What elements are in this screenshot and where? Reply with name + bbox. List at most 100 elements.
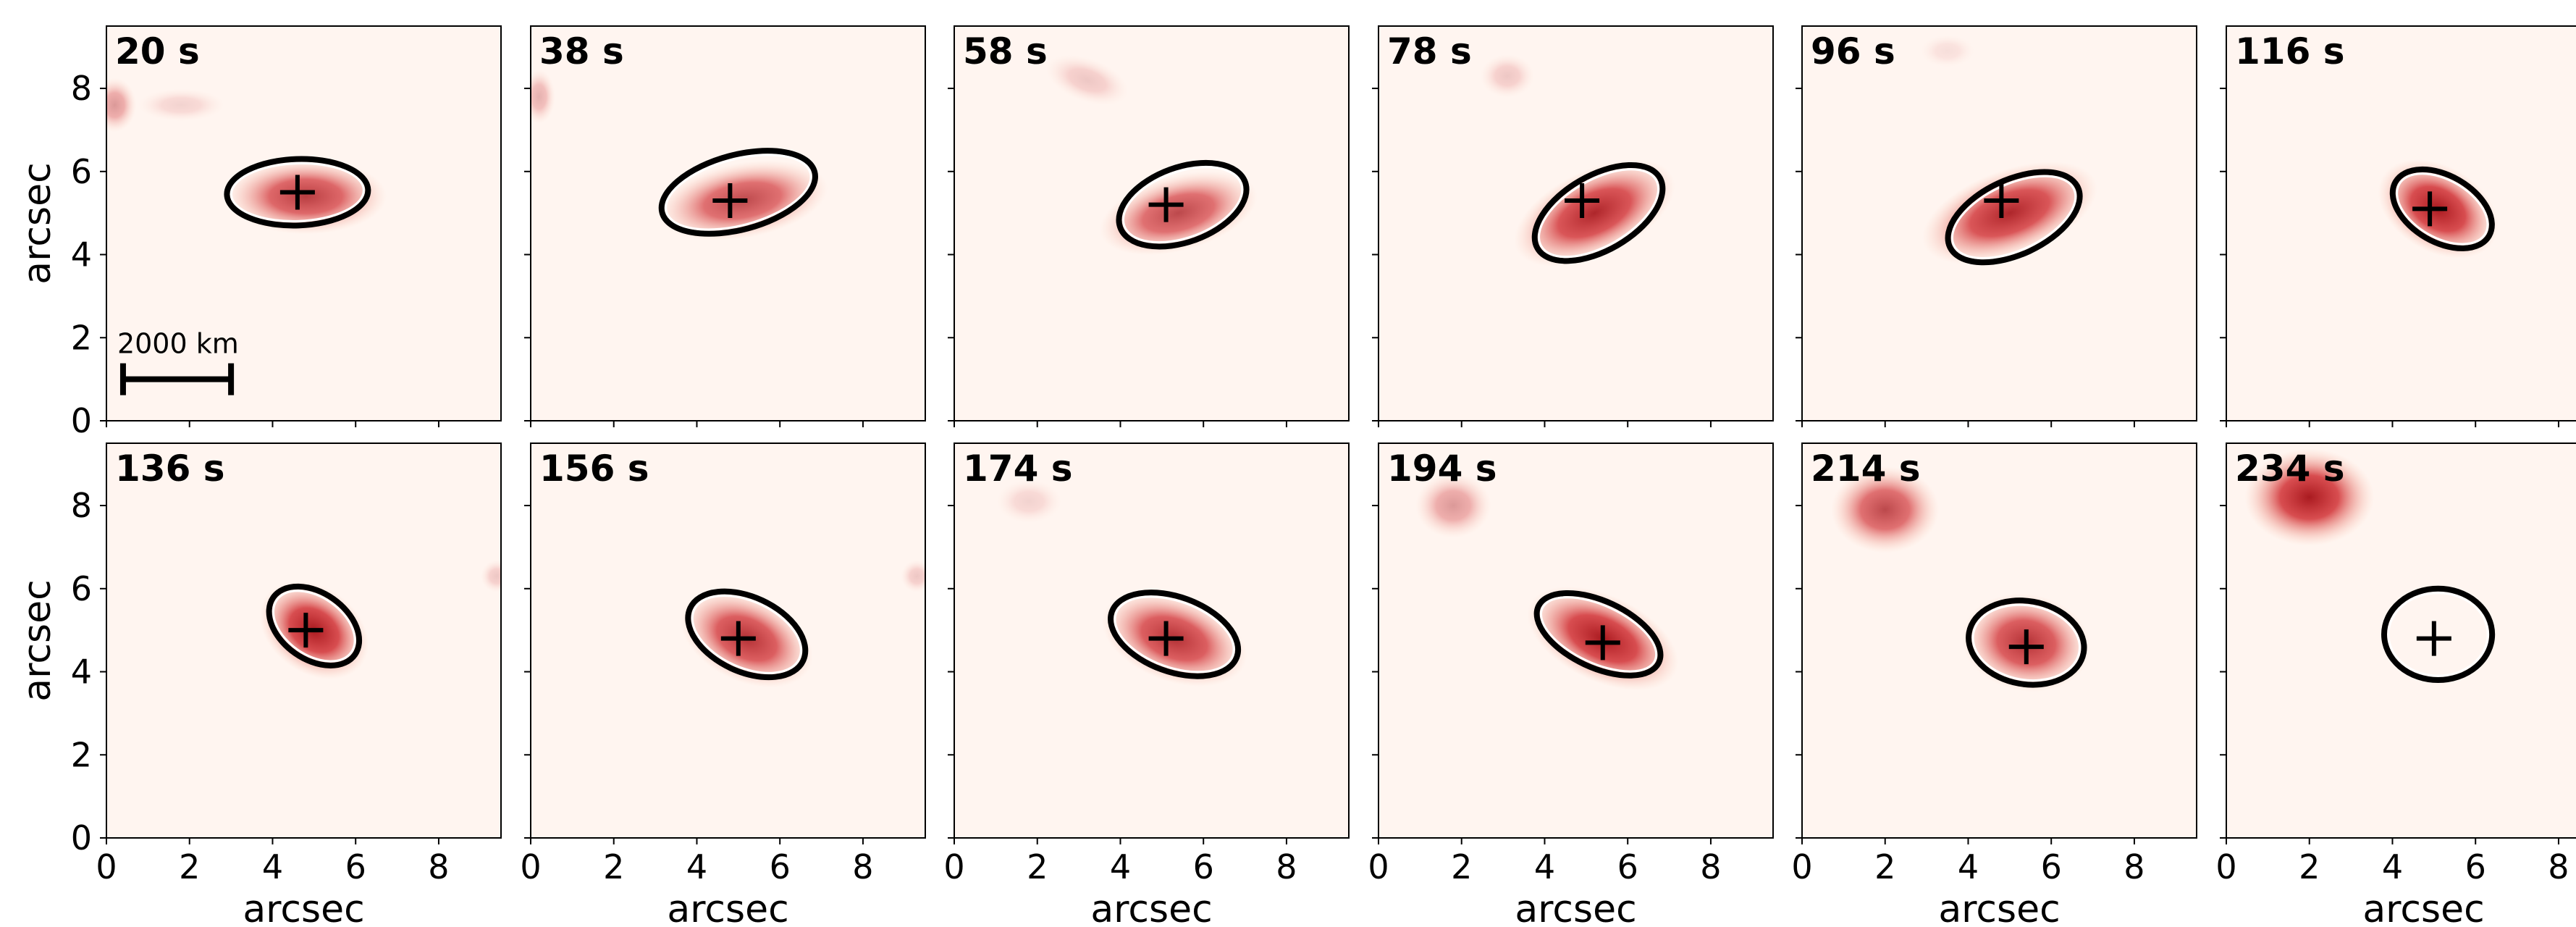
- y-tick-label: 6: [71, 569, 92, 608]
- panel: 214 s 0 2 4 6 8 arcsec: [1791, 442, 2197, 927]
- y-axis-label: arcsec: [16, 162, 59, 284]
- scale-bar: [119, 363, 235, 395]
- x-tick-label: 0: [520, 847, 541, 886]
- contour: [1533, 590, 1664, 679]
- panel-label: 20 s: [115, 30, 200, 72]
- y-tick-label: 2: [71, 318, 92, 357]
- x-tick-label: 8: [428, 847, 449, 886]
- contour: [266, 583, 363, 668]
- contour: [1116, 159, 1250, 250]
- emission-blob: [1045, 54, 1129, 106]
- panel-label: 214 s: [1811, 448, 1921, 490]
- panel-frame: [1801, 25, 2197, 421]
- panel-label: 38 s: [539, 30, 624, 72]
- panel-frame: [2226, 25, 2576, 421]
- y-tick-label: 6: [71, 152, 92, 191]
- emission-blob: [996, 479, 1062, 524]
- panel: 156 s 0 2 4 6 8 arcsec: [520, 442, 926, 927]
- x-tick-label: 2: [1451, 847, 1472, 886]
- panel-frame: [530, 442, 926, 839]
- heatmap: [2244, 448, 2375, 546]
- panel-label: 136 s: [115, 448, 225, 490]
- emission-blob: [1514, 159, 1675, 267]
- x-tick-label: 6: [345, 847, 366, 886]
- centroid-marker: [712, 183, 748, 218]
- panel-frame: [954, 25, 1350, 421]
- x-tick-label: 8: [852, 847, 873, 886]
- emission-blob: [1920, 35, 1975, 67]
- x-axis-label: arcsec: [1515, 888, 1636, 927]
- x-tick-label: 8: [1700, 847, 1721, 886]
- panel-frame: [1801, 442, 2197, 839]
- contour: [2389, 166, 2495, 251]
- emission-blob: [2244, 448, 2375, 546]
- emission-blob: [1415, 473, 1491, 538]
- x-tick-label: 4: [1534, 847, 1555, 886]
- centroid-marker: [1984, 183, 2019, 218]
- x-axis-label: arcsec: [243, 888, 364, 927]
- emission-blob: [1480, 54, 1535, 98]
- centroid-marker: [720, 621, 756, 656]
- panel: 20 s 0 2 4 6 8 arcsec 2000 km: [16, 25, 502, 440]
- contour-inner: [1121, 166, 1244, 244]
- contour: [1945, 169, 2083, 266]
- panel-label: 78 s: [1387, 30, 1472, 72]
- contour-inner: [691, 594, 802, 674]
- contour-inner: [230, 162, 365, 222]
- x-tick-label: 0: [1791, 847, 1812, 886]
- panel-frame: [106, 442, 502, 839]
- x-tick-label: 0: [2215, 847, 2236, 886]
- x-axis-label: arcsec: [1090, 888, 1212, 927]
- panel: 38 s: [524, 25, 926, 427]
- centroid-marker: [1565, 183, 1600, 218]
- y-tick-label: 4: [71, 653, 92, 692]
- x-tick-label: 6: [770, 847, 791, 886]
- panel: 136 s 0 2 4 6 8 0 2 4 6 8 arcsec arcsec: [16, 442, 502, 927]
- x-tick-label: 4: [2382, 847, 2403, 886]
- panel: 58 s: [948, 25, 1350, 427]
- x-tick-label: 8: [2548, 847, 2569, 886]
- contour-inner: [1114, 595, 1235, 674]
- centroid-marker: [279, 175, 315, 210]
- centroid-marker: [2416, 621, 2451, 656]
- y-tick-label: 0: [71, 401, 92, 440]
- x-tick-label: 6: [2465, 847, 2486, 886]
- contour: [1966, 597, 2087, 688]
- y-tick-label: 8: [71, 69, 92, 108]
- panel-frame: [530, 25, 926, 421]
- centroid-marker: [2008, 629, 2044, 665]
- x-tick-label: 2: [1027, 847, 1048, 886]
- panel: 96 s: [1796, 25, 2197, 427]
- panel: 116 s: [2220, 25, 2576, 427]
- centroid-marker: [2412, 191, 2448, 227]
- emission-blob: [531, 70, 555, 124]
- x-tick-label: 0: [96, 847, 117, 886]
- x-tick-label: 4: [1110, 847, 1131, 886]
- panel-label: 194 s: [1387, 448, 1497, 490]
- emission-blob: [138, 88, 224, 122]
- panel-label: 96 s: [1811, 30, 1895, 72]
- contour: [2381, 585, 2496, 684]
- centroid-marker: [1148, 621, 1184, 656]
- panel-label: 58 s: [963, 30, 1048, 72]
- panel-label: 116 s: [2235, 30, 2345, 72]
- x-tick-label: 4: [686, 847, 707, 886]
- x-axis-label: arcsec: [1938, 888, 2060, 927]
- contour: [1108, 590, 1242, 679]
- contour-inner: [2387, 592, 2489, 677]
- panel: 78 s: [1372, 25, 1774, 427]
- x-tick-label: 8: [1276, 847, 1297, 886]
- x-tick-label: 4: [262, 847, 283, 886]
- panel-frame: [954, 442, 1350, 839]
- emission-blob: [901, 560, 925, 592]
- panel-label: 156 s: [539, 448, 649, 490]
- contour: [1531, 162, 1666, 264]
- x-tick-label: 6: [2041, 847, 2062, 886]
- contour-inner: [2396, 172, 2489, 246]
- x-tick-label: 6: [1193, 847, 1214, 886]
- y-tick-label: 0: [71, 818, 92, 857]
- panel-label: 174 s: [963, 448, 1073, 490]
- x-tick-label: 2: [179, 847, 200, 886]
- contour-inner: [1539, 596, 1658, 673]
